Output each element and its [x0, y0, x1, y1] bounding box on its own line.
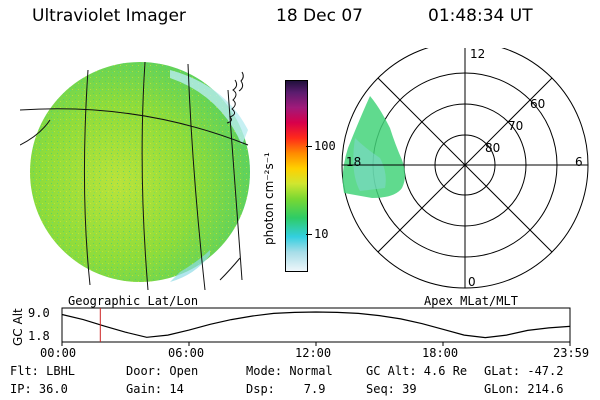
colorbar-unit-label: photon cm⁻²s⁻¹ [262, 152, 276, 245]
alt-ytick: 9.0 [28, 306, 50, 320]
lat-label: 80 [485, 141, 500, 155]
glat-info: GLat: -47.2 [484, 364, 564, 378]
date-label: 18 Dec 07 [276, 6, 363, 26]
alt-xtick: 12:00 [295, 346, 331, 360]
dsp-info: Dsp: 7.9 [246, 382, 326, 396]
alt-ytick: 1.8 [28, 329, 50, 343]
alt-xtick: 18:00 [422, 346, 458, 360]
mlt-label: 6 [575, 155, 583, 169]
colorbar [285, 80, 308, 272]
mlt-label: 12 [470, 48, 485, 61]
colorbar-tick-label: 100 [314, 139, 336, 153]
lat-label: 60 [530, 97, 545, 111]
mode-info: Mode: Normal [246, 364, 333, 378]
apex-label: Apex MLat/MLT [424, 294, 518, 308]
mlt-label: 18 [346, 155, 361, 169]
geographic-label: Geographic Lat/Lon [68, 294, 199, 308]
alt-ylabel: GC Alt [11, 308, 25, 346]
glon-info: GLon: 214.6 [484, 382, 564, 396]
colorbar-tick-10 [306, 234, 312, 235]
ip-info: IP: 36.0 [10, 382, 68, 396]
seq-info: Seq: 39 [366, 382, 417, 396]
polar-plot: 12 18 6 0 60 70 80 [341, 48, 589, 289]
coastline [219, 71, 244, 281]
alt-xtick: 00:00 [40, 346, 76, 360]
door-info: Door: Open [126, 364, 199, 378]
gc-alt-info: GC Alt: 4.6 Re [366, 364, 468, 378]
altitude-panel: 9.0 1.8 00:00 06:00 12:00 18:00 23:59 GC… [11, 306, 589, 360]
lat-label: 70 [508, 119, 523, 133]
dayglow-edge [170, 70, 248, 145]
colorbar-tick-label: 10 [314, 227, 329, 241]
alt-xtick: 23:59 [553, 346, 589, 360]
time-label: 01:48:34 UT [428, 6, 533, 26]
filter-info: Flt: LBHL [10, 364, 76, 378]
alt-xtick: 06:00 [168, 346, 204, 360]
geographic-image [20, 61, 250, 290]
gain-info: Gain: 14 [126, 382, 184, 396]
instrument-title: Ultraviolet Imager [32, 6, 186, 26]
colorbar-tick-100 [306, 146, 312, 147]
mlt-label: 0 [468, 275, 476, 289]
altitude-curve [61, 311, 570, 339]
graticule-lines [20, 61, 249, 290]
